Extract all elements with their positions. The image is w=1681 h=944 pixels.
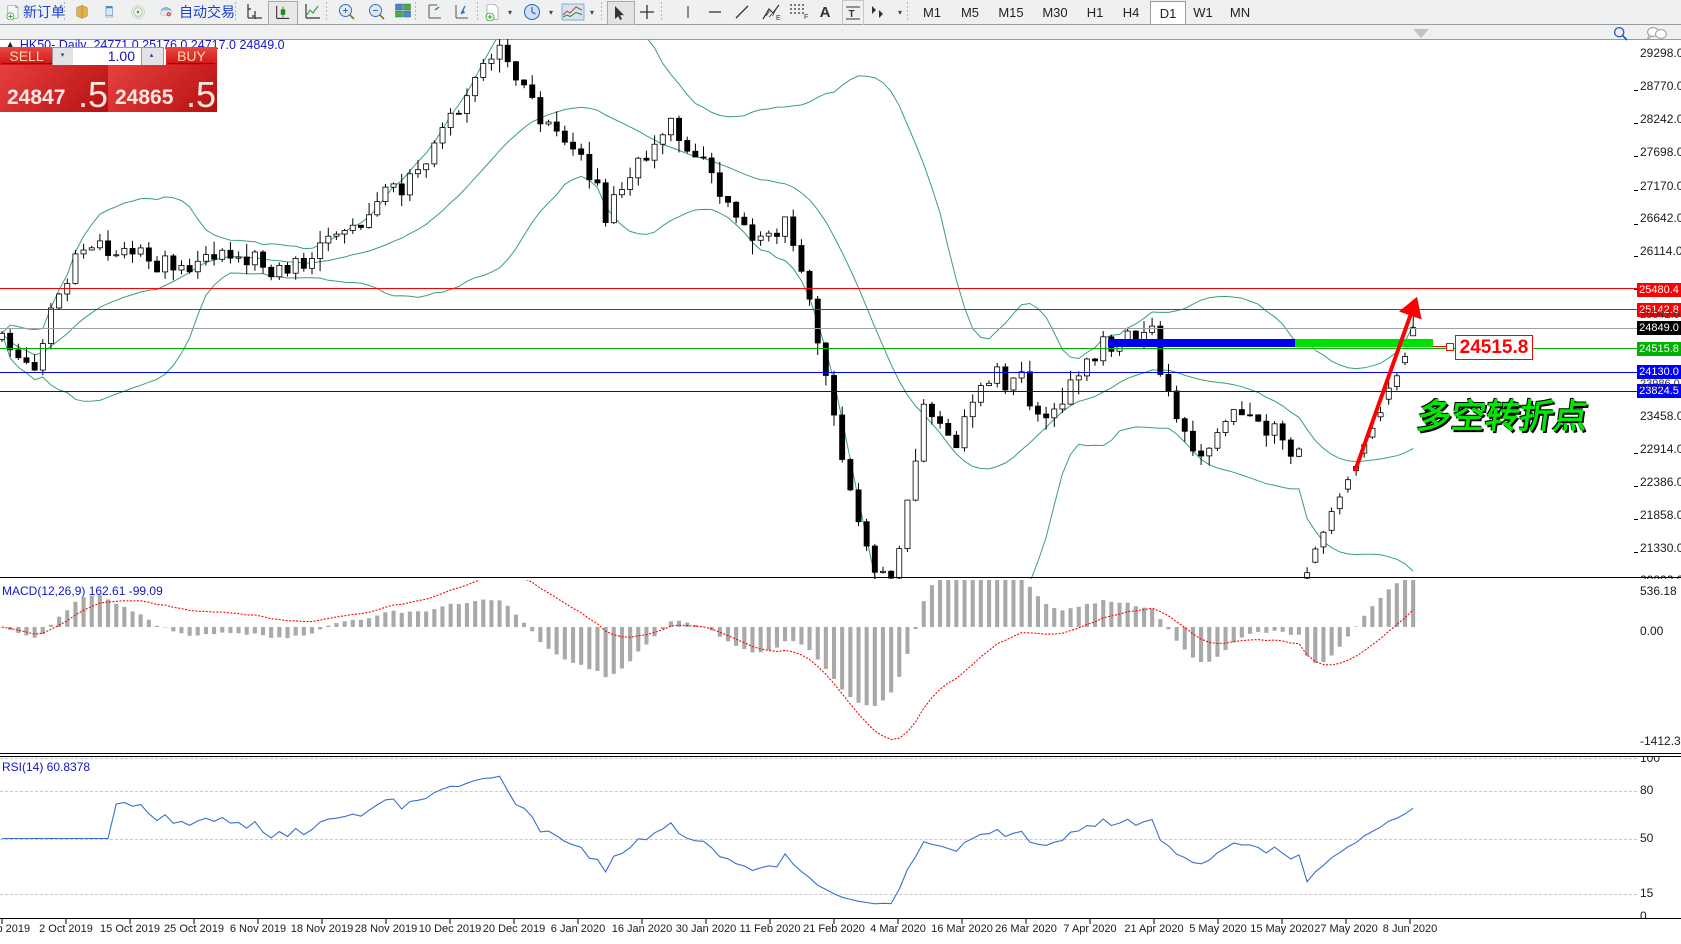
svg-text:F: F (804, 14, 808, 20)
svg-text:E: E (776, 15, 781, 21)
svg-text:T: T (849, 9, 855, 20)
